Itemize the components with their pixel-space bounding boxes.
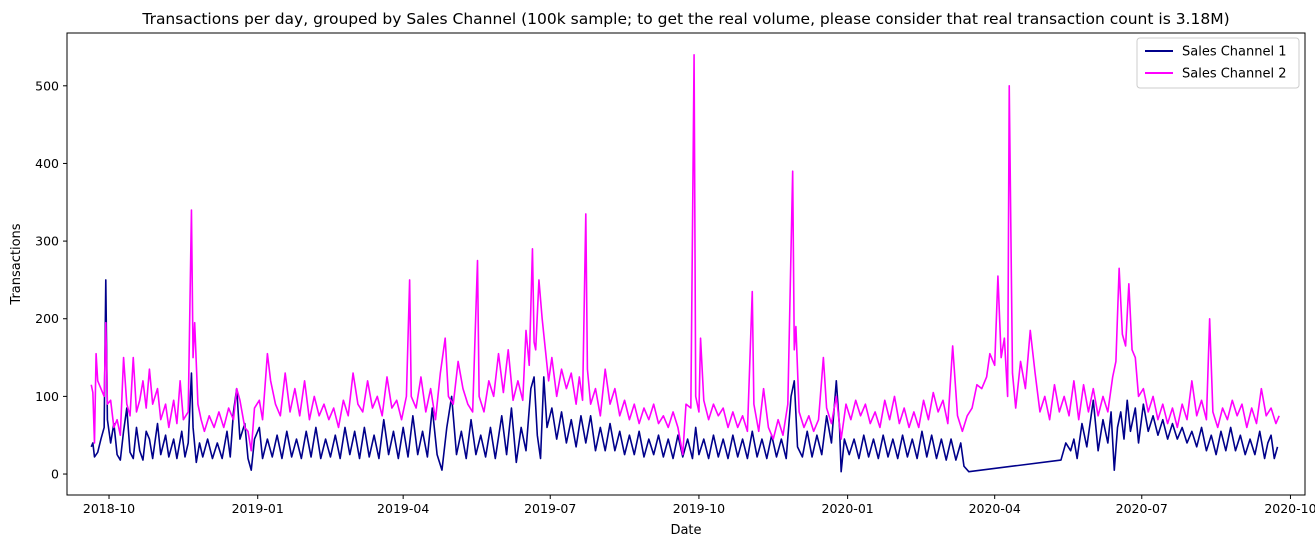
legend: Sales Channel 1 Sales Channel 2 (1136, 37, 1300, 89)
y-axis: 0 100 200 300 400 500 (35, 78, 67, 482)
x-tick-label: 2019-01 (232, 501, 284, 516)
x-tick-label: 2020-07 (1116, 501, 1168, 516)
plot-frame (66, 32, 1306, 496)
x-tick-label: 2018-10 (83, 501, 135, 516)
plot-area (90, 53, 1280, 473)
x-tick-label: 2019-04 (377, 501, 429, 516)
legend-label: Sales Channel 2 (1182, 67, 1287, 82)
legend-box (1136, 37, 1300, 89)
series-line-1 (90, 279, 1279, 473)
x-tick-label: 2020-04 (969, 501, 1021, 516)
y-tick-label: 300 (35, 234, 59, 249)
x-tick-label: 2020-10 (1264, 501, 1315, 516)
x-tick-label: 2019-10 (673, 501, 725, 516)
series-line-2 (90, 53, 1280, 456)
y-tick-label: 0 (51, 467, 59, 482)
x-axis-label: Date (670, 523, 701, 538)
y-tick-label: 500 (35, 78, 59, 93)
y-tick-label: 100 (35, 389, 59, 404)
x-tick-label: 2019-07 (524, 501, 576, 516)
y-tick-label: 200 (35, 311, 59, 326)
y-tick-label: 400 (35, 156, 59, 171)
legend-label: Sales Channel 1 (1182, 45, 1287, 60)
x-tick-label: 2020-01 (822, 501, 874, 516)
y-axis-label: Transactions (9, 223, 24, 305)
x-axis: 2018-10 2019-01 2019-04 2019-07 2019-10 2020-… (83, 495, 1315, 516)
chart-title: Transactions per day, grouped by Sales C… (141, 10, 1229, 28)
